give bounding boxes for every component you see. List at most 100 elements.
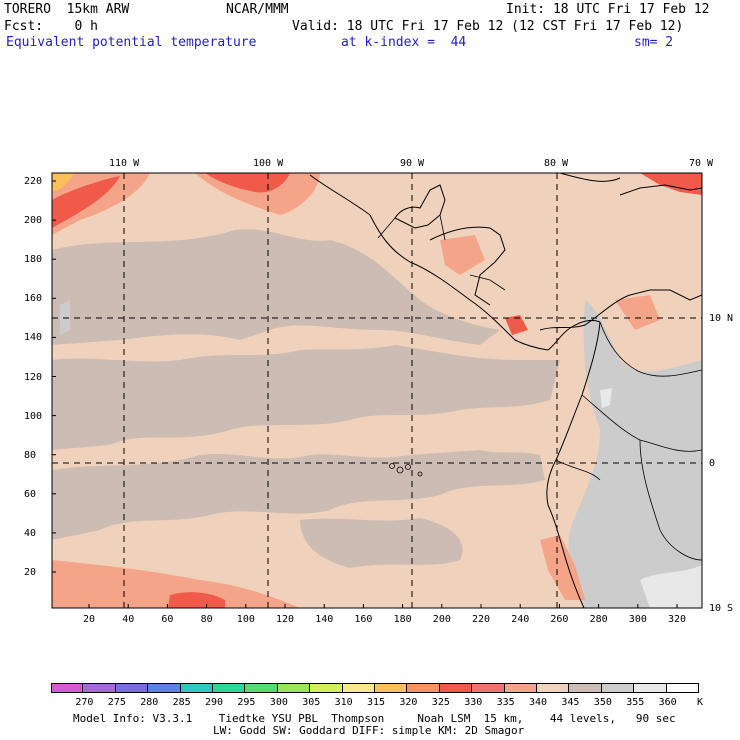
lat-label: 10 N <box>709 313 734 324</box>
lon-label: 100 W <box>253 158 284 169</box>
theta-e-350-region <box>52 345 560 450</box>
smoothing: sm= 2 <box>634 35 674 50</box>
y-tick-label: 120 <box>24 371 43 383</box>
theta-e-350-region <box>300 518 463 568</box>
colorbar-swatch <box>537 683 570 693</box>
lon-label: 90 W <box>400 158 425 169</box>
colorbar-label: 335 <box>496 697 515 708</box>
x-tick-label: 180 <box>393 614 412 625</box>
lat-label: 10 S <box>709 603 734 614</box>
x-tick-label: 300 <box>628 614 647 625</box>
y-tick-label: 20 <box>24 567 37 578</box>
theta-e-360-region <box>600 388 612 408</box>
x-tick-label: 160 <box>354 614 373 625</box>
x-tick-label: 20 <box>83 614 96 625</box>
x-tick-label: 80 <box>200 614 213 625</box>
colorbar-label: 305 <box>302 697 321 708</box>
theta-e-350-region <box>120 275 219 307</box>
colorbar-label: 290 <box>205 697 224 708</box>
colorbar-swatch <box>634 683 667 693</box>
x-tick-label: 120 <box>276 614 295 625</box>
init-time: Init: 18 UTC Fri 17 Feb 12 <box>506 2 710 17</box>
theta-e-340-region <box>440 235 485 275</box>
x-tick-label: 240 <box>511 614 530 625</box>
lon-label: 110 W <box>109 158 140 169</box>
y-tick-label: 220 <box>24 176 43 187</box>
theta-e-360-region <box>640 565 702 608</box>
colorbar-swatch <box>245 683 278 693</box>
colorbar-label: 285 <box>172 697 191 708</box>
colorbar-swatch <box>569 683 602 693</box>
country-borders <box>377 214 702 561</box>
theta-e-340-region <box>52 173 150 235</box>
colorbar-swatch <box>277 683 311 693</box>
theta-e-320-region <box>52 173 75 192</box>
colorbar-label: 270 <box>75 697 94 708</box>
colorbar-swatch <box>601 683 635 693</box>
level-index: at k-index = 44 <box>341 35 467 50</box>
model-name: TORERO 15km ARW <box>4 2 130 17</box>
colorbar-swatch <box>180 683 213 693</box>
lon-label: 70 W <box>689 158 714 169</box>
colorbar-label: 320 <box>399 697 418 708</box>
y-tick-label: 80 <box>24 449 37 461</box>
theta-e-340-region <box>52 560 300 608</box>
theta-e-340-region <box>615 295 660 330</box>
colorbar-label: 360 <box>658 697 677 708</box>
theta-e-330-region <box>205 173 290 193</box>
x-tick-label: 280 <box>589 614 608 625</box>
colorbar-label: 300 <box>269 697 288 708</box>
colorbar-label: 295 <box>237 697 256 708</box>
colorbar-label: 355 <box>626 697 645 708</box>
y-tick-label: 60 <box>24 488 37 500</box>
theta-e-330-region <box>52 176 120 228</box>
colorbar-label: 315 <box>367 697 386 708</box>
colorbar-label: 275 <box>107 697 126 708</box>
valid-time: Valid: 18 UTC Fri 17 Feb 12 (12 CST Fri … <box>292 19 684 34</box>
colorbar-swatch <box>342 683 375 693</box>
colorbar-swatch <box>504 683 537 693</box>
y-tick-label: 40 <box>24 527 37 539</box>
theta-e-330-region <box>168 592 225 608</box>
colorbar-swatch <box>115 683 149 693</box>
colorbar-swatch <box>472 683 505 693</box>
colorbar-label: 330 <box>464 697 483 708</box>
colorbar-label: 350 <box>593 697 612 708</box>
y-tick-label: 140 <box>24 332 43 344</box>
colorbar-swatch <box>148 683 181 693</box>
colorbar-label: 340 <box>529 697 548 708</box>
x-tick-label: 200 <box>432 614 451 625</box>
colorbar-label: 325 <box>431 697 450 708</box>
model-info: Model Info: V3.3.1 Tiedtke YSU PBL Thomp… <box>73 712 676 725</box>
colorbar-swatch <box>51 683 84 693</box>
forecast-hour: Fcst: 0 h <box>4 19 98 34</box>
physics-info: LW: Godd SW: Goddard DIFF: simple KM: 2D… <box>213 724 525 737</box>
x-tick-label: 60 <box>161 614 174 625</box>
theta-e-330-region <box>505 315 528 335</box>
colorbar-unit: K <box>697 697 704 708</box>
field-name: Equivalent potential temperature <box>6 35 257 50</box>
theta-e-350-region <box>52 229 500 345</box>
lon-label: 80 W <box>544 158 569 169</box>
colorbar-swatch <box>375 683 408 693</box>
theta-e-355-region <box>568 300 702 608</box>
y-tick-label: 100 <box>24 410 43 422</box>
lat-label: 0 <box>709 458 716 469</box>
x-tick-label: 320 <box>668 614 687 625</box>
coastline <box>309 173 702 608</box>
x-tick-label: 40 <box>122 614 135 625</box>
colorbar-label: 280 <box>140 697 159 708</box>
y-tick-label: 200 <box>24 215 43 227</box>
colorbar-swatch <box>213 683 246 693</box>
colorbar-swatch <box>407 683 440 693</box>
colorbar-label: 310 <box>334 697 353 708</box>
colorbar-swatch <box>310 683 343 693</box>
galapagos-islands <box>389 463 423 477</box>
center-name: NCAR/MMM <box>226 2 289 17</box>
x-tick-label: 220 <box>472 614 491 625</box>
x-tick-label: 100 <box>236 614 255 625</box>
colorbar-swatch <box>439 683 473 693</box>
lat-lon-grid <box>52 173 702 608</box>
colorbar-label: 345 <box>561 697 580 708</box>
